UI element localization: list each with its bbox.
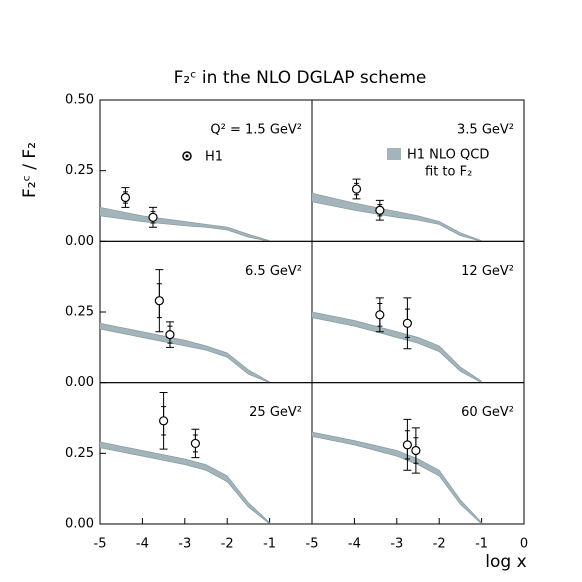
x-tick-label: -2 (221, 536, 234, 551)
x-tick-label: 0 (520, 536, 528, 551)
panel-frame (311, 382, 525, 525)
band-edge (311, 311, 482, 382)
panel-label: 25 GeV² (249, 405, 302, 420)
panel-frame (99, 240, 313, 384)
legend-label: H1 NLO QCD (407, 148, 489, 163)
y-axis-label: F₂ᶜ / F₂ (20, 142, 40, 198)
band-edge (99, 447, 270, 525)
data-point (402, 318, 412, 328)
x-tick-label: -4 (348, 536, 361, 551)
y-tick-label: 0.25 (65, 446, 94, 461)
x-tick-label: -3 (178, 536, 191, 551)
x-tick-label: -5 (306, 536, 319, 551)
x-tick-label: -2 (433, 536, 446, 551)
panel-label: 6.5 GeV² (245, 264, 302, 279)
band-edge (311, 192, 482, 242)
band-edge (99, 207, 270, 242)
panel-label: Q² = 1.5 GeV² (210, 123, 302, 138)
band-fill (100, 323, 270, 383)
data-point (120, 192, 131, 203)
band-fill (100, 442, 270, 524)
x-tick-label: -5 (94, 536, 107, 551)
y-tick-label: 0.50 (65, 93, 94, 108)
band-fill (312, 432, 482, 524)
data-point (148, 212, 158, 222)
data-point (159, 416, 169, 426)
legend-swatch (387, 148, 401, 160)
y-tick-label: 0.25 (65, 163, 94, 178)
legend-marker-dot (185, 154, 189, 158)
chart-title: F₂ᶜ in the NLO DGLAP scheme (174, 68, 427, 88)
y-tick-label: 0.00 (65, 516, 94, 531)
x-tick-label: -3 (390, 536, 403, 551)
data-point (411, 445, 421, 456)
data-point (402, 440, 412, 450)
panel-frame (311, 240, 525, 384)
data-point (154, 296, 164, 306)
band-edge (311, 201, 482, 242)
data-point (190, 438, 200, 449)
data-point (165, 330, 175, 340)
band-edge (311, 317, 482, 384)
y-tick-label: 0.00 (65, 234, 94, 249)
x-axis-label: log x (485, 552, 526, 572)
panel-label: 3.5 GeV² (457, 123, 514, 138)
y-tick-label: 0.25 (65, 304, 94, 319)
data-point (375, 310, 385, 320)
data-point (375, 205, 385, 215)
y-tick-label: 0.00 (65, 375, 94, 390)
legend-label: H1 (205, 150, 223, 165)
x-tick-label: -1 (475, 536, 488, 551)
panel-label: 12 GeV² (461, 264, 514, 279)
legend-label: fit to F₂ (425, 165, 472, 180)
band-edge (99, 328, 270, 384)
band-edge (99, 322, 270, 383)
x-tick-label: -1 (263, 536, 276, 551)
band-edge (99, 215, 270, 242)
band-edge (311, 435, 482, 525)
data-point (351, 184, 362, 194)
band-fill (312, 311, 482, 383)
x-tick-label: -4 (136, 536, 149, 551)
panel-label: 60 GeV² (461, 405, 514, 420)
band-edge (99, 441, 270, 523)
band-edge (311, 431, 482, 523)
